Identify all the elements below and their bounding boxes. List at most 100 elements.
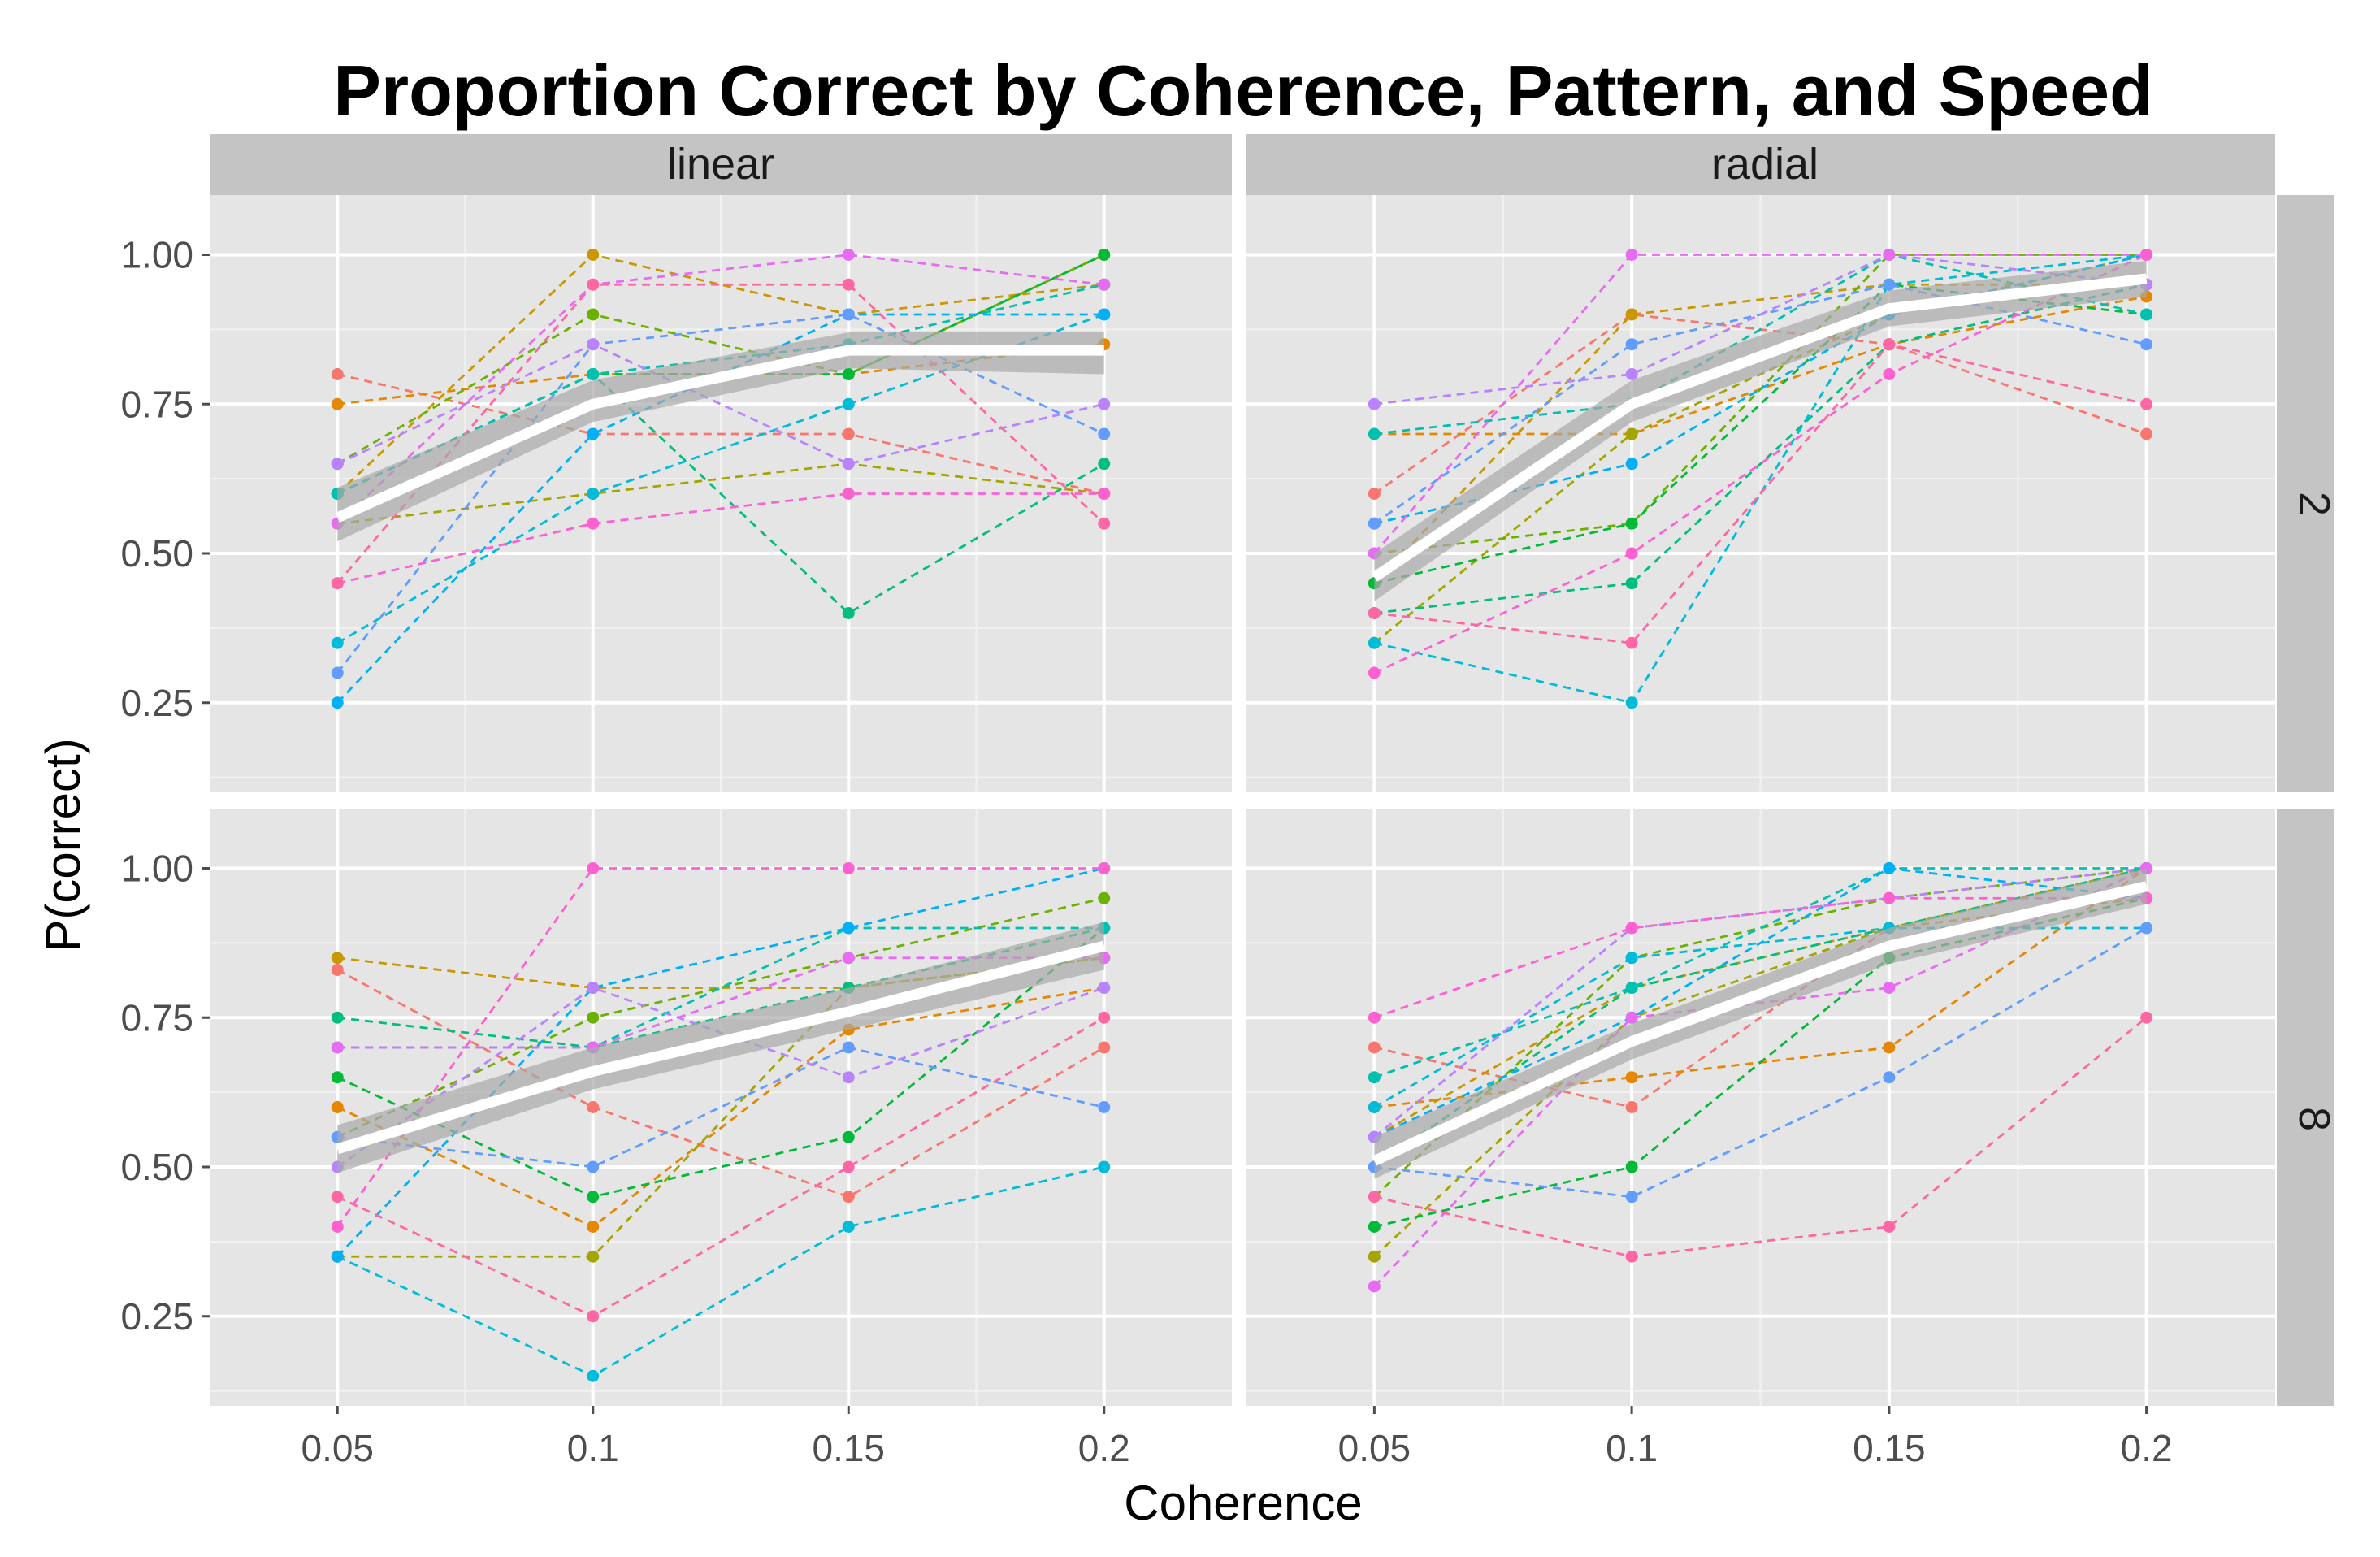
subject-line-1 — [336, 969, 1105, 1199]
subject-line-14 — [336, 867, 1104, 1228]
subject-point-1-0.15 — [842, 427, 855, 440]
panel-radial-8: 0.05 0.1 0.15 0.2 — [1246, 809, 2275, 1469]
subject-point-5-0.1 — [587, 1011, 600, 1024]
subject-point-9-0.05 — [331, 636, 344, 649]
subject-point-15-0.1 — [1625, 636, 1638, 649]
subject-point-15-0.2 — [1098, 517, 1111, 530]
subject-point-15-0.05 — [331, 577, 344, 590]
y-tick-label-0.50: 0.50 — [120, 1146, 193, 1188]
subject-point-6-0.05 — [1368, 1221, 1381, 1233]
subject-point-14-0.05 — [1368, 666, 1381, 679]
subject-point-12-0.1 — [587, 982, 600, 994]
subject-point-11-0.2 — [1098, 1101, 1111, 1113]
subject-point-12-0.2 — [1098, 397, 1111, 410]
subject-line-14 — [1373, 896, 2147, 1019]
subject-point-14-0.05 — [1368, 1011, 1381, 1024]
subject-point-4-0.05 — [1368, 1250, 1381, 1263]
subject-line-6 — [1374, 896, 2147, 1228]
subject-point-7-0.2 — [1098, 458, 1111, 471]
subject-point-14-0.1 — [587, 862, 600, 874]
mean-line — [335, 345, 1104, 523]
subject-line-12 — [1374, 254, 2147, 406]
subject-line-11 — [337, 1046, 1105, 1169]
x-tick-label-0.05: 0.05 — [301, 1427, 374, 1469]
subject-point-2-0.1 — [1625, 1071, 1638, 1084]
subject-point-14-0.2 — [1098, 862, 1111, 874]
subject-point-6-0.1 — [587, 1191, 600, 1204]
subject-point-12-0.1 — [1625, 368, 1638, 380]
subject-point-15-0.05 — [1368, 1191, 1381, 1204]
subject-point-15-0.15 — [1883, 1221, 1896, 1233]
row-strip-label-8: 8 — [2290, 1107, 2339, 1131]
subject-point-1-0.1 — [1625, 1101, 1638, 1113]
subject-point-10-0.2 — [1098, 308, 1111, 321]
subject-point-15-0.1 — [587, 1310, 600, 1323]
subject-point-6-0.05 — [331, 1071, 344, 1084]
subject-point-3-0.1 — [1625, 308, 1638, 321]
subject-point-11-0.15 — [842, 308, 855, 321]
subject-point-6-0.2 — [1098, 249, 1111, 261]
subject-point-6-0.1 — [1625, 517, 1638, 530]
subject-line-7 — [1374, 283, 2147, 614]
subject-point-7-0.1 — [1625, 577, 1638, 590]
subject-line-12 — [336, 343, 1105, 466]
subject-point-6-0.15 — [842, 1130, 855, 1143]
subject-point-10-0.15 — [1883, 862, 1896, 874]
x-tick-label-0.15: 0.15 — [812, 1427, 885, 1469]
subject-point-9-0.05 — [1368, 1101, 1381, 1113]
subject-point-11-0.1 — [587, 1160, 600, 1173]
column-strip-label-radial: radial — [1711, 140, 1819, 189]
subject-point-11-0.1 — [1625, 338, 1638, 351]
x-tick-label-0.2: 0.2 — [2121, 1427, 2173, 1469]
subject-point-1-0.2 — [2140, 427, 2153, 440]
panel-radial-2 — [1246, 195, 2275, 792]
subject-point-15-0.1 — [587, 278, 600, 291]
subject-line-9 — [336, 313, 1105, 644]
subject-point-13-0.15 — [842, 249, 855, 261]
row-strip-label-2: 2 — [2290, 492, 2339, 516]
subject-point-8-0.05 — [1368, 1071, 1381, 1084]
subject-point-1-0.2 — [1098, 1041, 1111, 1054]
subject-point-15-0.15 — [842, 278, 855, 291]
panels-layer: 0.250.500.751.000.250.500.751.000.05 0.1 0… — [120, 195, 2334, 1469]
subject-point-8-0.1 — [587, 368, 600, 380]
subject-point-13-0.2 — [1098, 278, 1111, 291]
mean-line — [1372, 881, 2148, 1166]
x-tick-label-0.2: 0.2 — [1078, 1427, 1130, 1469]
subject-point-15-0.05 — [1368, 607, 1381, 619]
subject-point-14-0.1 — [587, 517, 600, 530]
subject-point-1-0.1 — [587, 1101, 600, 1113]
subject-line-8 — [1374, 254, 2147, 436]
subject-line-14 — [336, 492, 1104, 585]
subject-point-14-0.1 — [1625, 547, 1638, 560]
subject-point-13-0.1 — [1625, 249, 1638, 261]
subject-point-9-0.05 — [1368, 636, 1381, 649]
subject-point-13-0.15 — [842, 952, 855, 965]
subject-point-5-0.1 — [587, 308, 600, 321]
subject-point-11-0.15 — [1883, 1071, 1896, 1084]
column-strip-linear — [210, 134, 1232, 195]
subject-point-2-0.05 — [331, 397, 344, 410]
panel-linear-2: 0.25 0.50 0.75 1.00 — [120, 195, 1232, 792]
column-strip-label-linear: linear — [667, 140, 774, 189]
subject-point-9-0.1 — [587, 1369, 600, 1382]
subject-point-3-0.1 — [587, 249, 600, 261]
subject-point-8-0.1 — [1625, 982, 1638, 994]
y-tick-label-0.25: 0.25 — [120, 682, 193, 724]
column-strip-radial — [1246, 134, 2275, 195]
subject-line-15 — [336, 283, 1105, 584]
subject-point-13-0.15 — [1883, 982, 1896, 994]
mean-line — [336, 940, 1106, 1155]
subject-point-14-0.15 — [842, 862, 855, 874]
subject-point-9-0.15 — [842, 397, 855, 410]
subject-point-14-0.15 — [1883, 368, 1896, 380]
subject-point-15-0.1 — [1625, 1250, 1638, 1263]
mean-confidence-ribbon — [337, 922, 1104, 1173]
subject-point-15-0.2 — [2140, 1011, 2153, 1024]
x-axis-title: Coherence — [1124, 1476, 1363, 1530]
subject-point-7-0.05 — [331, 1011, 344, 1024]
subject-point-1-0.05 — [1368, 488, 1381, 500]
subject-point-13-0.05 — [1368, 1280, 1381, 1293]
subject-point-12-0.15 — [842, 1071, 855, 1084]
